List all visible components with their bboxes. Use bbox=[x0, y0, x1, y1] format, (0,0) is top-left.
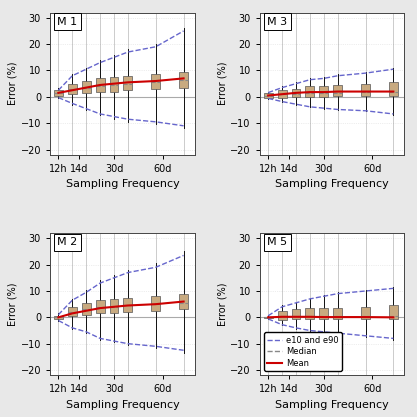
Bar bbox=[151, 296, 160, 311]
X-axis label: Sampling Frequency: Sampling Frequency bbox=[275, 400, 389, 410]
X-axis label: Sampling Frequency: Sampling Frequency bbox=[275, 179, 389, 189]
Bar bbox=[82, 81, 90, 93]
Bar bbox=[179, 294, 188, 309]
Bar bbox=[110, 299, 118, 314]
Bar bbox=[305, 308, 314, 319]
Bar bbox=[319, 86, 328, 97]
Bar bbox=[319, 308, 328, 319]
Bar bbox=[54, 316, 63, 319]
Bar bbox=[68, 307, 77, 316]
Bar bbox=[333, 308, 342, 319]
Bar bbox=[179, 72, 188, 88]
Bar bbox=[291, 309, 300, 319]
Y-axis label: Error (%): Error (%) bbox=[218, 282, 228, 326]
Bar bbox=[305, 86, 314, 97]
Bar bbox=[123, 298, 132, 312]
Text: M 5: M 5 bbox=[267, 237, 287, 247]
X-axis label: Sampling Frequency: Sampling Frequency bbox=[65, 400, 179, 410]
Bar bbox=[264, 317, 273, 318]
Bar bbox=[264, 93, 273, 98]
Bar bbox=[333, 85, 342, 95]
Bar bbox=[68, 84, 77, 94]
Text: M 2: M 2 bbox=[57, 237, 78, 247]
Y-axis label: Error (%): Error (%) bbox=[218, 62, 228, 106]
Y-axis label: Error (%): Error (%) bbox=[8, 282, 18, 326]
Bar bbox=[389, 82, 398, 95]
Bar bbox=[361, 307, 370, 319]
Bar bbox=[278, 90, 286, 98]
Y-axis label: Error (%): Error (%) bbox=[8, 62, 18, 106]
X-axis label: Sampling Frequency: Sampling Frequency bbox=[65, 179, 179, 189]
Bar bbox=[291, 89, 300, 97]
Bar bbox=[389, 306, 398, 319]
Bar bbox=[54, 90, 63, 95]
Bar bbox=[361, 84, 370, 95]
Bar bbox=[82, 303, 90, 315]
Text: M 1: M 1 bbox=[57, 17, 78, 27]
Text: M 3: M 3 bbox=[267, 17, 287, 27]
Bar bbox=[95, 300, 105, 314]
Bar bbox=[278, 311, 286, 320]
Bar bbox=[95, 78, 105, 92]
Legend: e10 and e90, Median, Mean: e10 and e90, Median, Mean bbox=[264, 332, 342, 371]
Bar bbox=[110, 77, 118, 92]
Bar bbox=[151, 74, 160, 89]
Bar bbox=[123, 76, 132, 90]
